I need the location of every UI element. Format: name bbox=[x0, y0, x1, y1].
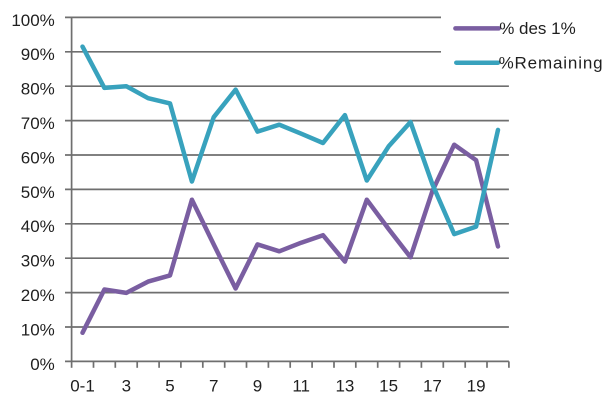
svg-text:80%: 80% bbox=[21, 80, 55, 99]
svg-text:9: 9 bbox=[253, 377, 262, 396]
svg-text:60%: 60% bbox=[21, 148, 55, 167]
svg-text:17: 17 bbox=[423, 377, 442, 396]
svg-text:0-1: 0-1 bbox=[70, 377, 95, 396]
svg-text:11: 11 bbox=[292, 377, 310, 396]
svg-text:% des 1%: % des 1% bbox=[499, 19, 576, 38]
svg-text:30%: 30% bbox=[21, 252, 55, 271]
svg-text:50%: 50% bbox=[21, 183, 55, 202]
svg-text:%Remaining: %Remaining bbox=[499, 54, 603, 73]
svg-text:90%: 90% bbox=[21, 45, 55, 64]
svg-text:7: 7 bbox=[209, 377, 218, 396]
svg-text:13: 13 bbox=[335, 377, 354, 396]
svg-text:15: 15 bbox=[379, 377, 398, 396]
svg-text:20%: 20% bbox=[21, 286, 55, 305]
svg-text:0%: 0% bbox=[30, 355, 55, 374]
svg-text:40%: 40% bbox=[21, 217, 55, 236]
svg-text:19: 19 bbox=[467, 377, 486, 396]
svg-text:10%: 10% bbox=[21, 320, 55, 339]
svg-text:5: 5 bbox=[165, 377, 174, 396]
svg-text:100%: 100% bbox=[11, 11, 54, 30]
svg-text:3: 3 bbox=[122, 377, 131, 396]
svg-text:70%: 70% bbox=[21, 114, 55, 133]
